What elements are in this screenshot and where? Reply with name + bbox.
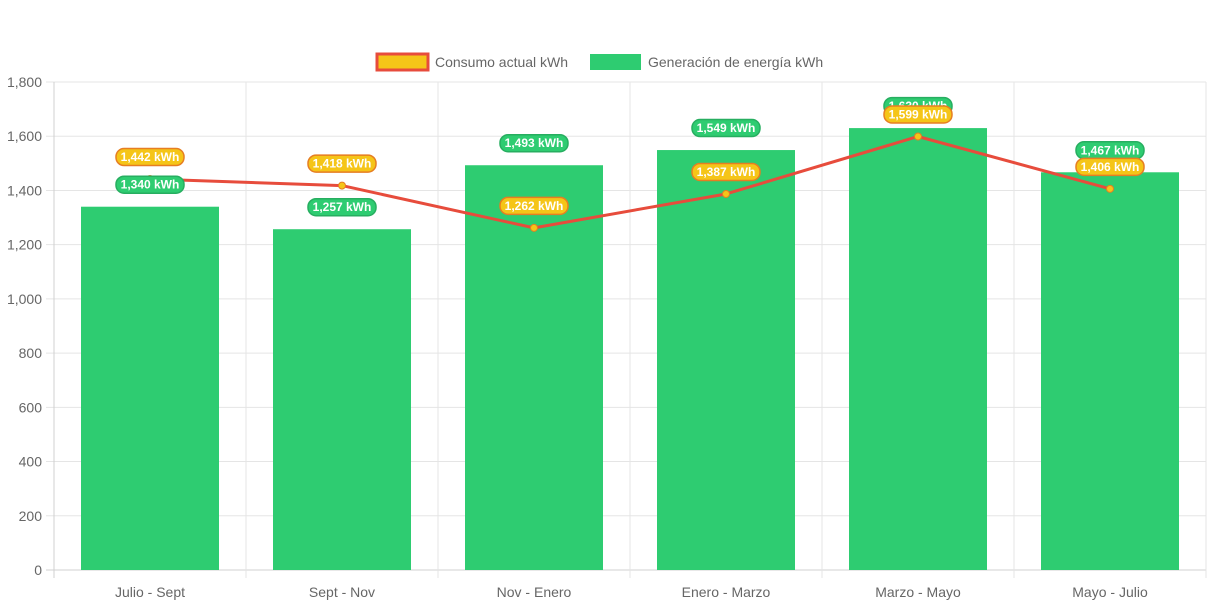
generation-bar bbox=[657, 150, 795, 570]
generation-data-label-bg bbox=[499, 133, 569, 153]
legend-label-generation: Generación de energía kWh bbox=[648, 54, 823, 70]
consumption-data-label-text: 1,262 kWh bbox=[505, 199, 564, 213]
x-tick-label: Sept - Nov bbox=[309, 584, 375, 600]
y-axis: 0 200 400 600 800 1,000 1,200 1,400 1,600 1,800 bbox=[7, 74, 42, 578]
y-tick-label: 800 bbox=[19, 345, 43, 361]
legend-label-consumption: Consumo actual kWh bbox=[435, 54, 568, 70]
legend-swatch-consumption bbox=[375, 52, 430, 72]
x-axis: Julio - Sept Sept - Nov Nov - Enero Enero -… bbox=[115, 584, 1148, 600]
y-tick-label: 0 bbox=[34, 562, 42, 578]
consumption-data-label: 1,262 kWh bbox=[499, 196, 569, 216]
consumption-data-label-bg bbox=[883, 105, 953, 124]
generation-data-label: 1,340 kWh bbox=[115, 175, 185, 194]
legend-swatch-generation bbox=[590, 54, 641, 70]
generation-data-label-text: 1,493 kWh bbox=[505, 136, 564, 150]
y-tick-label: 1,200 bbox=[7, 237, 42, 253]
consumption-point bbox=[914, 132, 922, 141]
consumption-data-label: 1,599 kWh bbox=[883, 105, 953, 124]
generation-bar bbox=[1041, 172, 1179, 570]
generation-data-label: 1,257 kWh bbox=[307, 197, 377, 217]
generation-bar bbox=[465, 165, 603, 570]
generation-bar bbox=[849, 128, 987, 571]
generation-bar bbox=[81, 206, 219, 570]
y-tick-label: 600 bbox=[19, 399, 43, 415]
x-tick-label: Nov - Enero bbox=[497, 584, 572, 600]
consumption-data-label-bg bbox=[115, 147, 185, 167]
legend[interactable]: Consumo actual kWh Generación de energía … bbox=[375, 52, 823, 72]
consumption-data-label: 1,406 kWh bbox=[1075, 157, 1145, 177]
consumption-point bbox=[530, 223, 538, 232]
legend-item-generation[interactable]: Generación de energía kWh bbox=[590, 54, 823, 70]
consumption-data-label-bg bbox=[691, 162, 761, 182]
consumption-data-label-text: 1,442 kWh bbox=[121, 150, 180, 164]
generation-data-label-text: 1,549 kWh bbox=[697, 121, 756, 135]
consumption-data-label-bg bbox=[499, 196, 569, 216]
x-tick-label: Julio - Sept bbox=[115, 584, 185, 600]
x-tick-label: Marzo - Mayo bbox=[875, 584, 961, 600]
x-tick-label: Mayo - Julio bbox=[1072, 584, 1148, 600]
consumption-data-label-text: 1,387 kWh bbox=[697, 165, 756, 179]
generation-data-label: 1,549 kWh bbox=[691, 118, 761, 138]
consumption-line-path bbox=[149, 134, 1111, 230]
y-tick-label: 1,800 bbox=[7, 74, 42, 90]
consumption-data-label-text: 1,406 kWh bbox=[1081, 160, 1140, 174]
generation-data-label: 1,493 kWh bbox=[499, 133, 569, 153]
grid-lines bbox=[46, 81, 1207, 578]
generation-data-label-text: 1,467 kWh bbox=[1081, 143, 1140, 157]
generation-data-label-text: 1,257 kWh bbox=[313, 200, 372, 214]
y-tick-label: 1,600 bbox=[7, 128, 42, 144]
consumption-point bbox=[1106, 184, 1114, 193]
y-tick-label: 1,000 bbox=[7, 291, 42, 307]
generation-bar bbox=[273, 229, 411, 571]
generation-bars bbox=[81, 128, 1179, 571]
consumption-point bbox=[722, 189, 730, 198]
generation-data-label-bg bbox=[691, 118, 761, 138]
x-tick-label: Enero - Marzo bbox=[682, 584, 771, 600]
consumption-data-label: 1,387 kWh bbox=[691, 162, 761, 182]
generation-data-label: 1,467 kWh bbox=[1075, 141, 1145, 160]
consumption-data-label-bg bbox=[1075, 157, 1145, 177]
consumption-data-label: 1,442 kWh bbox=[115, 147, 185, 167]
y-tick-label: 400 bbox=[19, 454, 43, 470]
consumption-point bbox=[338, 181, 346, 190]
y-tick-label: 1,400 bbox=[7, 182, 42, 198]
consumption-data-label-bg bbox=[307, 154, 377, 173]
consumption-data-label: 1,418 kWh bbox=[307, 154, 377, 173]
generation-data-label-text: 1,340 kWh bbox=[121, 178, 180, 192]
y-tick-label: 200 bbox=[19, 508, 43, 524]
legend-item-consumption[interactable]: Consumo actual kWh bbox=[375, 52, 568, 72]
generation-data-label-bg bbox=[307, 197, 377, 217]
consumption-data-label-text: 1,599 kWh bbox=[889, 107, 948, 121]
consumption-data-label-text: 1,418 kWh bbox=[313, 157, 372, 171]
generation-data-label-bg bbox=[115, 175, 185, 194]
